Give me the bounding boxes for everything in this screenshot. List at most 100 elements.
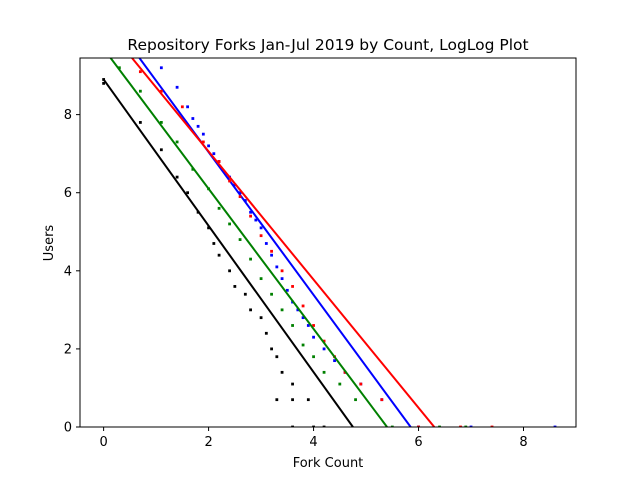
- data-point: [301, 304, 305, 308]
- data-point: [291, 285, 294, 288]
- data-point: [159, 148, 163, 152]
- data-point: [469, 425, 473, 427]
- y-tick-label: 2: [64, 342, 72, 357]
- data-point: [275, 355, 279, 359]
- data-point: [159, 121, 163, 124]
- y-tick-label: 8: [64, 108, 72, 123]
- data-point: [212, 242, 216, 245]
- data-point: [291, 425, 294, 427]
- data-point: [249, 210, 252, 214]
- data-point: [180, 105, 184, 109]
- data-point: [217, 206, 221, 210]
- data-point: [249, 308, 252, 312]
- data-point: [338, 382, 342, 386]
- x-tick-label: 2: [204, 435, 212, 450]
- data-point: [207, 144, 210, 148]
- chart-marks: [102, 58, 557, 427]
- data-point: [312, 324, 315, 327]
- data-point: [238, 195, 242, 199]
- data-point: [207, 226, 210, 230]
- data-point: [490, 425, 494, 427]
- data-point: [312, 355, 315, 359]
- data-point: [259, 277, 263, 281]
- y-axis-label: Users: [42, 225, 57, 262]
- data-point: [322, 370, 326, 374]
- data-point: [259, 234, 263, 238]
- data-point: [102, 81, 106, 85]
- plot-frame: [79, 57, 577, 428]
- fit-line: [102, 78, 354, 427]
- data-point: [228, 179, 231, 183]
- data-point: [254, 218, 258, 222]
- data-point: [138, 70, 142, 74]
- fit-line: [130, 58, 436, 427]
- data-point: [306, 398, 310, 402]
- data-point: [175, 85, 179, 89]
- data-point: [291, 398, 294, 402]
- series-2: [109, 58, 468, 427]
- data-point: [306, 324, 310, 327]
- y-tick-label: 4: [64, 264, 72, 279]
- data-point: [280, 370, 284, 374]
- data-point: [390, 425, 394, 427]
- data-point: [238, 191, 242, 195]
- data-point: [217, 160, 221, 163]
- data-point: [264, 331, 268, 335]
- data-point: [270, 347, 273, 351]
- data-point: [333, 359, 336, 363]
- data-point: [354, 398, 357, 402]
- x-axis-label: Fork Count: [293, 456, 364, 471]
- data-point: [191, 117, 195, 120]
- data-point: [196, 124, 200, 128]
- data-point: [312, 335, 315, 339]
- data-point: [264, 242, 268, 245]
- x-tick-label: 6: [414, 435, 422, 450]
- data-point: [296, 308, 300, 312]
- data-point: [280, 277, 284, 281]
- x-tick-label: 4: [309, 435, 317, 450]
- data-point: [464, 425, 468, 427]
- data-point: [438, 425, 441, 427]
- data-point: [159, 66, 163, 70]
- data-point: [233, 285, 237, 288]
- data-point: [212, 152, 216, 156]
- data-point: [238, 238, 242, 241]
- data-point: [270, 253, 273, 257]
- data-point: [159, 89, 163, 93]
- data-point: [175, 175, 179, 179]
- data-point: [312, 425, 315, 427]
- data-point: [280, 308, 284, 312]
- data-point: [259, 226, 263, 230]
- data-point: [275, 265, 279, 269]
- data-point: [117, 66, 121, 70]
- data-point: [280, 269, 284, 273]
- data-point: [175, 140, 179, 144]
- data-point: [249, 257, 252, 261]
- data-point: [553, 425, 557, 427]
- x-tick-label: 0: [99, 435, 107, 450]
- axis-ticks: 0 2 4 6 8 0 2 4 6 8: [64, 108, 528, 450]
- data-point: [138, 121, 142, 124]
- fit-line: [138, 58, 412, 427]
- series-1: [130, 58, 494, 427]
- data-point: [217, 253, 221, 257]
- plot-area: [102, 58, 557, 427]
- data-point: [322, 347, 326, 351]
- data-point: [291, 382, 294, 386]
- data-point: [359, 382, 363, 386]
- data-point: [186, 105, 189, 109]
- data-point: [285, 288, 289, 292]
- data-point: [301, 343, 305, 347]
- data-point: [275, 398, 279, 402]
- data-point: [380, 398, 384, 402]
- data-point: [201, 132, 205, 136]
- data-point: [322, 339, 326, 343]
- data-point: [186, 191, 189, 195]
- data-point: [459, 425, 462, 427]
- data-point: [301, 316, 305, 320]
- data-point: [228, 222, 231, 226]
- series-3: [102, 78, 354, 427]
- fit-line: [109, 58, 388, 427]
- chart-title: Repository Forks Jan-Jul 2019 by Count, …: [127, 36, 528, 54]
